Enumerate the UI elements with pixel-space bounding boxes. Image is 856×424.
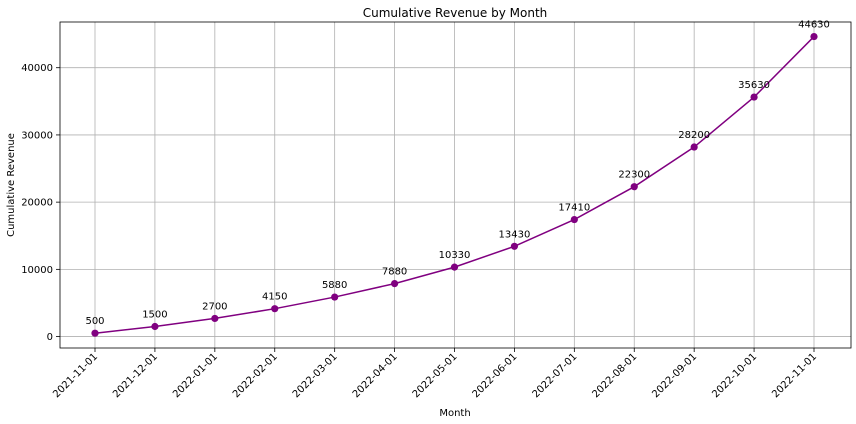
data-point: [331, 293, 339, 301]
data-points: [91, 32, 818, 337]
data-point: [151, 322, 159, 331]
data-label: 44630: [798, 20, 830, 31]
data-label: 28200: [678, 130, 710, 141]
plot-frame: [59, 21, 852, 349]
data-label: 4150: [262, 292, 287, 303]
x-tick-label: 2022-04-01: [351, 351, 400, 400]
data-point: [450, 263, 459, 271]
chart-title: Cumulative Revenue by Month: [363, 6, 548, 20]
axis-ticks: 2021-11-01 2021-12-01 2022-01-01 2022-02-01…: [21, 63, 819, 400]
y-tick-label: 40000: [21, 63, 53, 74]
x-tick-label: 2022-08-01: [590, 351, 639, 400]
x-axis-label: Month: [439, 408, 470, 419]
data-point: [570, 215, 578, 224]
x-tick-label: 2022-05-01: [411, 351, 460, 400]
x-tick-label: 2022-07-01: [531, 351, 580, 400]
y-tick-label: 30000: [21, 130, 53, 141]
y-tick-label: 20000: [21, 198, 53, 209]
data-label: 35630: [738, 80, 770, 91]
data-labels: 500 1500 2700 4150 5880 7880 10330 13430 17410 22…: [85, 20, 829, 328]
y-tick-label: 0: [47, 332, 53, 343]
x-tick-label: 2021-12-01: [111, 351, 160, 400]
grid-lines: [60, 22, 851, 348]
y-axis-label: Cumulative Revenue: [6, 133, 17, 237]
x-tick-label: 2022-09-01: [650, 351, 699, 400]
data-point: [390, 280, 399, 288]
data-label: 22300: [618, 170, 650, 181]
x-tick-label: 2022-02-01: [231, 351, 280, 400]
data-point: [510, 242, 519, 250]
x-tick-label: 2021-11-01: [51, 351, 100, 400]
x-tick-label: 2022-06-01: [471, 351, 520, 400]
data-point: [750, 93, 758, 101]
x-tick-label: 2022-01-01: [171, 351, 220, 400]
data-point: [810, 32, 818, 41]
x-tick-label: 2022-11-01: [770, 351, 819, 400]
data-point: [630, 183, 638, 191]
data-label: 5880: [322, 280, 347, 291]
data-label: 17410: [558, 203, 590, 214]
data-label: 500: [85, 316, 104, 327]
data-point: [91, 329, 99, 337]
data-point: [690, 143, 698, 151]
data-label: 2700: [202, 301, 227, 312]
data-label: 10330: [439, 250, 471, 261]
data-label: 13430: [499, 229, 531, 240]
data-label: 1500: [142, 309, 167, 320]
data-point: [271, 305, 279, 313]
x-tick-label: 2022-03-01: [291, 351, 340, 400]
y-tick-label: 10000: [21, 265, 53, 276]
data-point: [211, 314, 219, 323]
data-label: 7880: [382, 267, 407, 278]
x-tick-label: 2022-10-01: [710, 351, 759, 400]
